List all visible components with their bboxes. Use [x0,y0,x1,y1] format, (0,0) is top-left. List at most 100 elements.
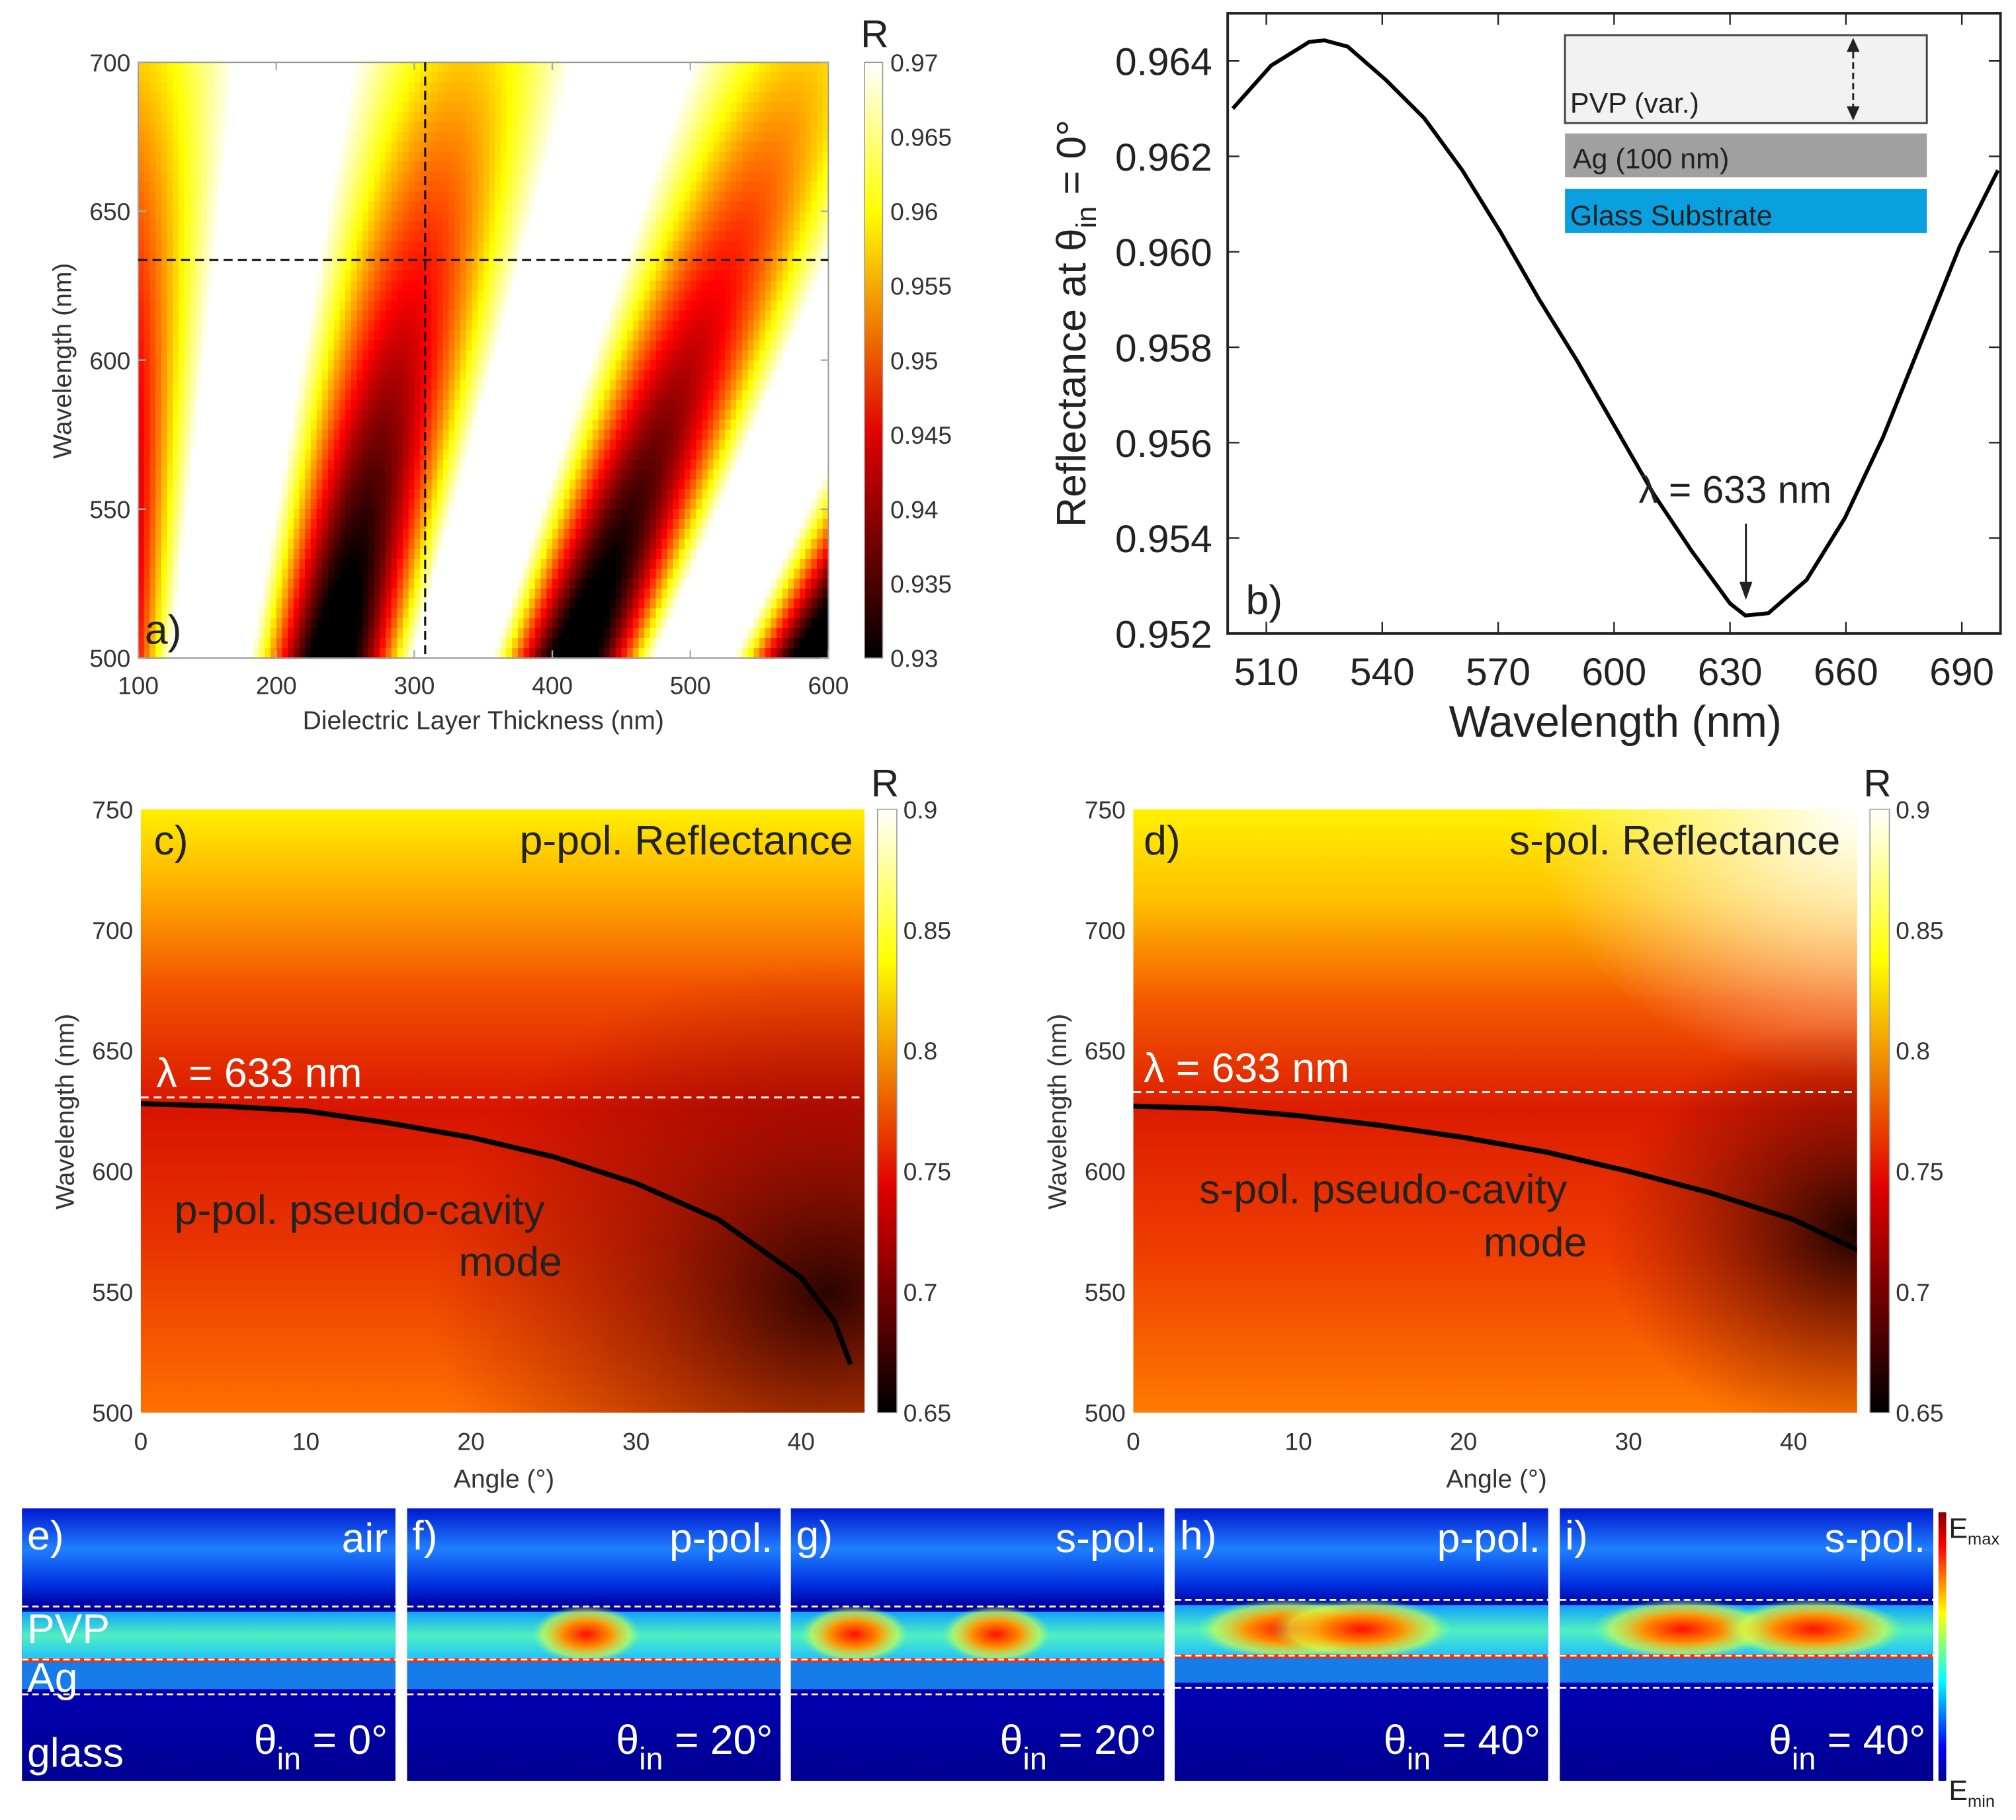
heatmap-cell [138,638,145,649]
heatmap-cell [201,261,208,272]
heatmap-cell [241,261,249,272]
heatmap-cell [207,578,214,590]
heatmap-cell [155,399,163,411]
heatmap-cell [448,171,456,183]
heatmap-cell [207,518,214,530]
heatmap-cell [305,171,312,183]
heatmap-cell [523,390,530,401]
heatmap-cell [478,181,484,192]
heatmap-cell [213,380,220,391]
heatmap-cell [253,300,260,311]
heatmap-cell [397,171,404,183]
heatmap-cell [322,300,329,311]
heatmap-cell [442,300,450,311]
heatmap-cell [478,558,484,570]
heatmap-cell [282,399,289,411]
heatmap-cell [184,72,191,83]
heatmap-cell [564,360,571,371]
heatmap-cell [569,102,577,113]
heatmap-cell [391,429,398,440]
heatmap-cell [581,489,588,500]
heatmap-cell [305,419,312,431]
heatmap-cell [351,647,358,659]
heatmap-cell [327,330,335,341]
heatmap-cell [592,181,599,192]
heatmap-cell [397,300,404,311]
heatmap-cell [161,320,168,331]
heatmap-cell [299,578,306,590]
heatmap-cell [138,280,145,292]
heatmap-cell [271,330,277,341]
heatmap-cell [201,489,208,500]
heatmap-cell [592,231,599,242]
heatmap-cell [472,459,479,470]
heatmap-cell [282,390,289,401]
heatmap-cell [592,578,599,590]
heatmap-cell [235,310,243,321]
heatmap-cell [144,578,151,590]
heatmap-cell [437,231,444,242]
heatmap-cell [333,628,341,640]
heatmap-cell [230,360,237,371]
heatmap-cell [546,598,554,610]
heatmap-cell [397,330,404,341]
heatmap-cell [408,112,415,123]
heatmap-cell [299,122,306,133]
heatmap-cell [448,122,456,133]
heatmap-cell [357,449,364,460]
heatmap-cell [478,479,484,490]
heatmap-cell [247,558,255,570]
heatmap-cell [230,340,237,351]
heatmap-cell [472,340,479,351]
heatmap-cell [265,647,272,659]
heatmap-cell [218,588,226,600]
heatmap-cell [213,191,220,202]
heatmap-cell [472,628,479,640]
heatmap-cell [604,142,611,153]
heatmap-cell [408,92,415,103]
heatmap-cell [241,578,249,590]
heatmap-cell [581,598,588,610]
heatmap-cell [500,419,507,431]
heatmap-cell [178,578,185,590]
heatmap-cell [534,429,542,440]
heatmap-cell [167,231,174,242]
heatmap-cell [500,290,507,302]
heatmap-cell [569,479,577,490]
heatmap-cell [472,72,479,83]
heatmap-cell [414,280,421,292]
heatmap-cell [327,181,335,192]
heatmap-cell [489,261,496,272]
heatmap-cell [196,181,202,192]
heatmap-cell [345,251,352,262]
heatmap-cell [569,82,577,93]
heatmap-cell [259,399,266,411]
heatmap-cell [610,171,616,183]
heatmap-cell [391,320,398,331]
heatmap-cell [144,231,151,242]
heatmap-cell [218,112,226,123]
heatmap-cell [368,518,375,530]
heatmap-cell [489,122,496,133]
heatmap-cell [310,528,317,540]
heatmap-cell [466,558,473,570]
heatmap-cell [466,201,473,212]
heatmap-cell [564,270,571,282]
heatmap-cell [144,191,151,202]
heatmap-cell [339,509,347,520]
heatmap-cell [184,330,191,341]
heatmap-cell [362,638,370,649]
heatmap-cell [534,618,542,630]
heatmap-cell [271,538,277,550]
heatmap-cell [190,132,197,143]
heatmap-cell [276,132,283,143]
heatmap-cell [397,439,404,450]
heatmap-cell [575,261,582,272]
heatmap-cell [581,122,588,133]
heatmap-cell [224,221,231,232]
heatmap-cell [403,211,409,222]
heatmap-cell [224,528,231,540]
heatmap-cell [442,221,450,232]
heatmap-cell [230,142,237,153]
heatmap-cell [495,92,501,103]
